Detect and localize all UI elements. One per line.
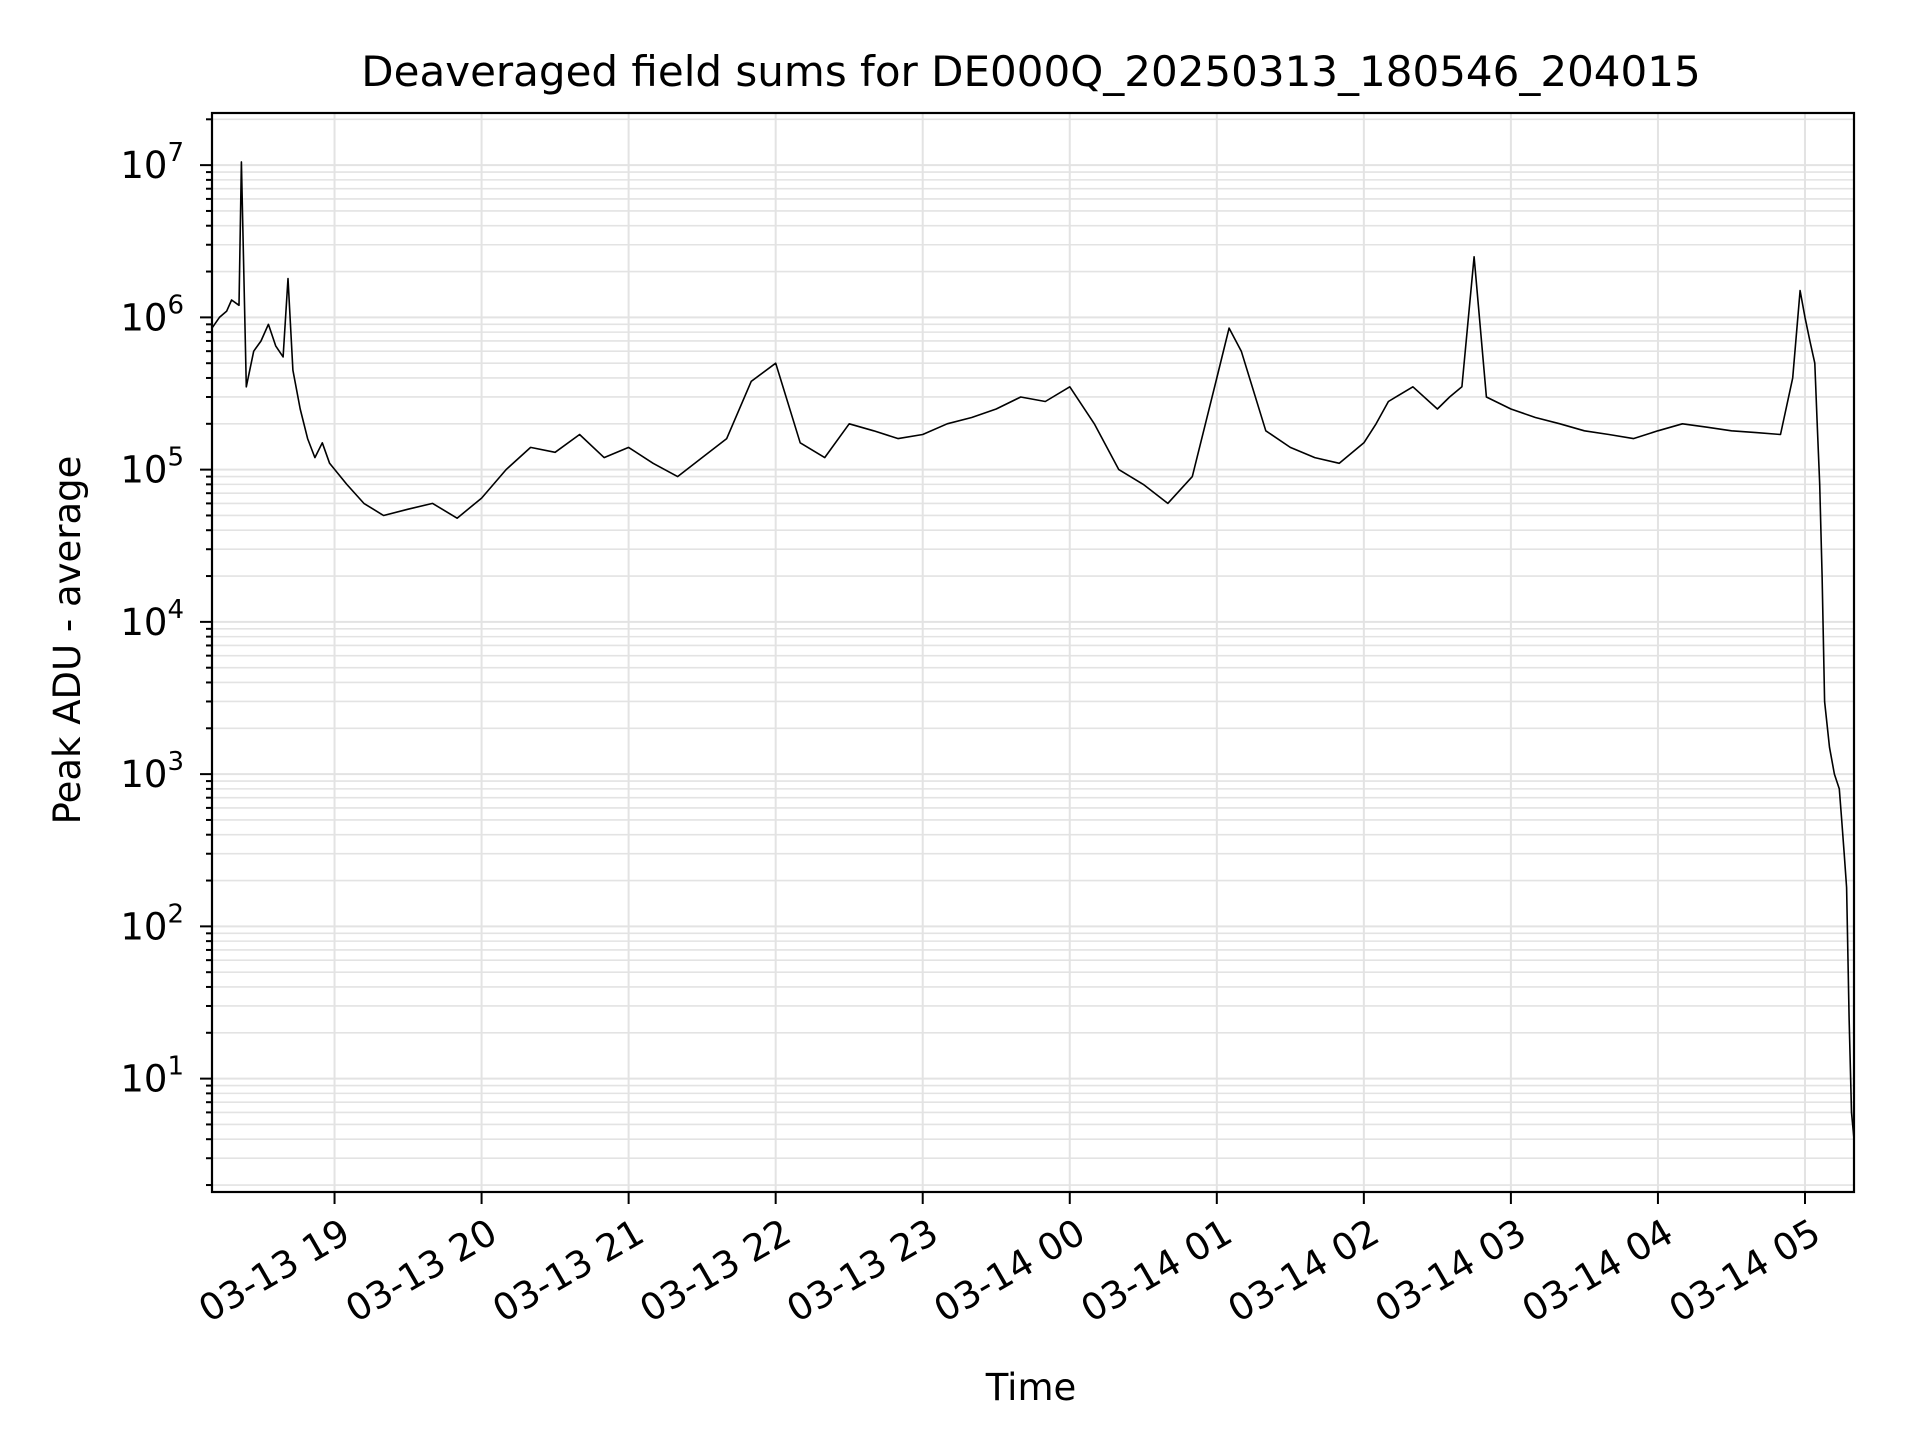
y-tick-label: 106 <box>120 290 184 339</box>
y-tick-label: 105 <box>120 443 184 492</box>
chart-title: Deaveraged field sums for DE000Q_2025031… <box>361 47 1700 96</box>
y-tick-label: 107 <box>120 138 184 187</box>
y-tick-label: 102 <box>120 899 184 948</box>
series-line <box>212 161 1854 1140</box>
grid <box>212 113 1854 1192</box>
x-axis-label: Time <box>985 1366 1077 1409</box>
plot-frame <box>210 111 1856 1194</box>
y-tick-label: 104 <box>120 595 184 644</box>
y-tick-label: 103 <box>120 747 184 796</box>
y-axis-label: Peak ADU - average <box>46 456 89 825</box>
series-layer <box>212 161 1854 1140</box>
y-tick-label: 101 <box>120 1052 184 1101</box>
